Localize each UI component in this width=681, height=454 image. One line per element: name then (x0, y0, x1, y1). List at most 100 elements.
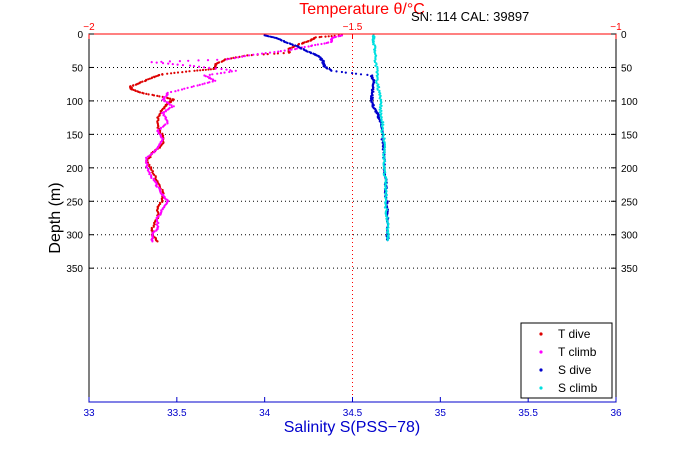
y-tick-label: 50 (72, 63, 84, 74)
y-tick-label: 200 (66, 164, 83, 175)
data-point (158, 146, 161, 149)
data-point (155, 223, 158, 226)
data-point (208, 66, 211, 69)
legend-marker (539, 350, 543, 354)
data-point (366, 73, 369, 76)
series-t-climb (144, 34, 344, 243)
data-point (192, 85, 195, 88)
data-point (201, 68, 205, 72)
x-tick-label: 33.5 (167, 408, 187, 419)
data-point (282, 52, 285, 55)
data-point (216, 58, 219, 61)
data-point (267, 35, 270, 38)
data-point (382, 121, 385, 124)
data-point (176, 71, 180, 74)
data-point (338, 34, 341, 37)
data-point (373, 44, 376, 47)
data-point (188, 70, 191, 73)
data-point (203, 74, 206, 77)
data-point (155, 61, 158, 64)
data-point (252, 53, 255, 56)
data-point (378, 111, 381, 114)
data-point (287, 51, 291, 54)
data-point (178, 60, 181, 63)
data-point (132, 84, 135, 87)
data-point (170, 106, 173, 109)
data-point (172, 105, 175, 108)
data-point (303, 45, 306, 49)
data-point (171, 63, 174, 66)
data-point (134, 89, 137, 92)
data-point (208, 76, 211, 79)
data-point (204, 68, 207, 71)
data-point (381, 141, 384, 144)
data-point (323, 42, 326, 45)
data-point (330, 35, 333, 38)
data-point (198, 83, 201, 86)
data-point (161, 200, 164, 203)
data-point (156, 240, 159, 243)
y-tick-label-right: 100 (621, 97, 638, 108)
data-point (340, 70, 343, 74)
legend-marker (539, 332, 543, 336)
data-point (169, 101, 172, 104)
data-point (237, 56, 240, 59)
data-point (380, 109, 383, 112)
data-point (385, 193, 388, 197)
data-point (187, 59, 190, 62)
data-point (160, 111, 164, 115)
data-point (377, 83, 380, 86)
data-point (386, 216, 389, 219)
data-point (247, 54, 251, 57)
y-tick-label: 350 (66, 264, 83, 275)
data-point (160, 60, 163, 63)
data-point (186, 86, 189, 89)
data-point (291, 43, 294, 47)
data-point (273, 52, 276, 55)
data-point (214, 79, 217, 82)
data-point (320, 42, 323, 46)
data-point (228, 57, 231, 60)
data-point (318, 36, 321, 39)
data-point (301, 42, 304, 45)
top-tick-label: −1.5 (343, 22, 363, 33)
y-tick-label-right: 300 (621, 231, 638, 242)
data-point (153, 150, 156, 153)
data-point (196, 84, 199, 87)
data-point (378, 86, 381, 89)
x-tick-label: 35 (435, 408, 447, 419)
data-point (146, 155, 149, 158)
data-point (370, 95, 373, 98)
data-points (129, 34, 390, 243)
legend-label: T climb (558, 345, 597, 359)
data-point (335, 70, 338, 73)
data-point (327, 35, 330, 38)
data-point (340, 34, 344, 37)
data-point (229, 69, 232, 72)
data-point (380, 124, 383, 128)
data-point (142, 92, 145, 95)
data-point (216, 72, 219, 75)
data-point (314, 43, 317, 47)
data-point (201, 83, 204, 86)
data-point (380, 138, 383, 141)
data-point (166, 72, 169, 75)
data-point (351, 72, 354, 75)
data-point (290, 48, 293, 51)
data-point (323, 65, 326, 68)
data-point (316, 43, 319, 46)
data-point (147, 93, 150, 96)
legend-box (520, 322, 613, 399)
data-point (305, 40, 308, 44)
top-axis-title: Temperature θ/°C (299, 1, 425, 18)
data-point (138, 91, 142, 94)
legend-marker (539, 368, 543, 372)
data-point (324, 35, 327, 38)
y-tick-label-right: 50 (621, 63, 633, 74)
data-point (145, 92, 148, 95)
data-point (327, 41, 330, 44)
data-point (380, 122, 383, 125)
data-point (387, 232, 390, 235)
y-tick-label: 0 (77, 30, 83, 41)
